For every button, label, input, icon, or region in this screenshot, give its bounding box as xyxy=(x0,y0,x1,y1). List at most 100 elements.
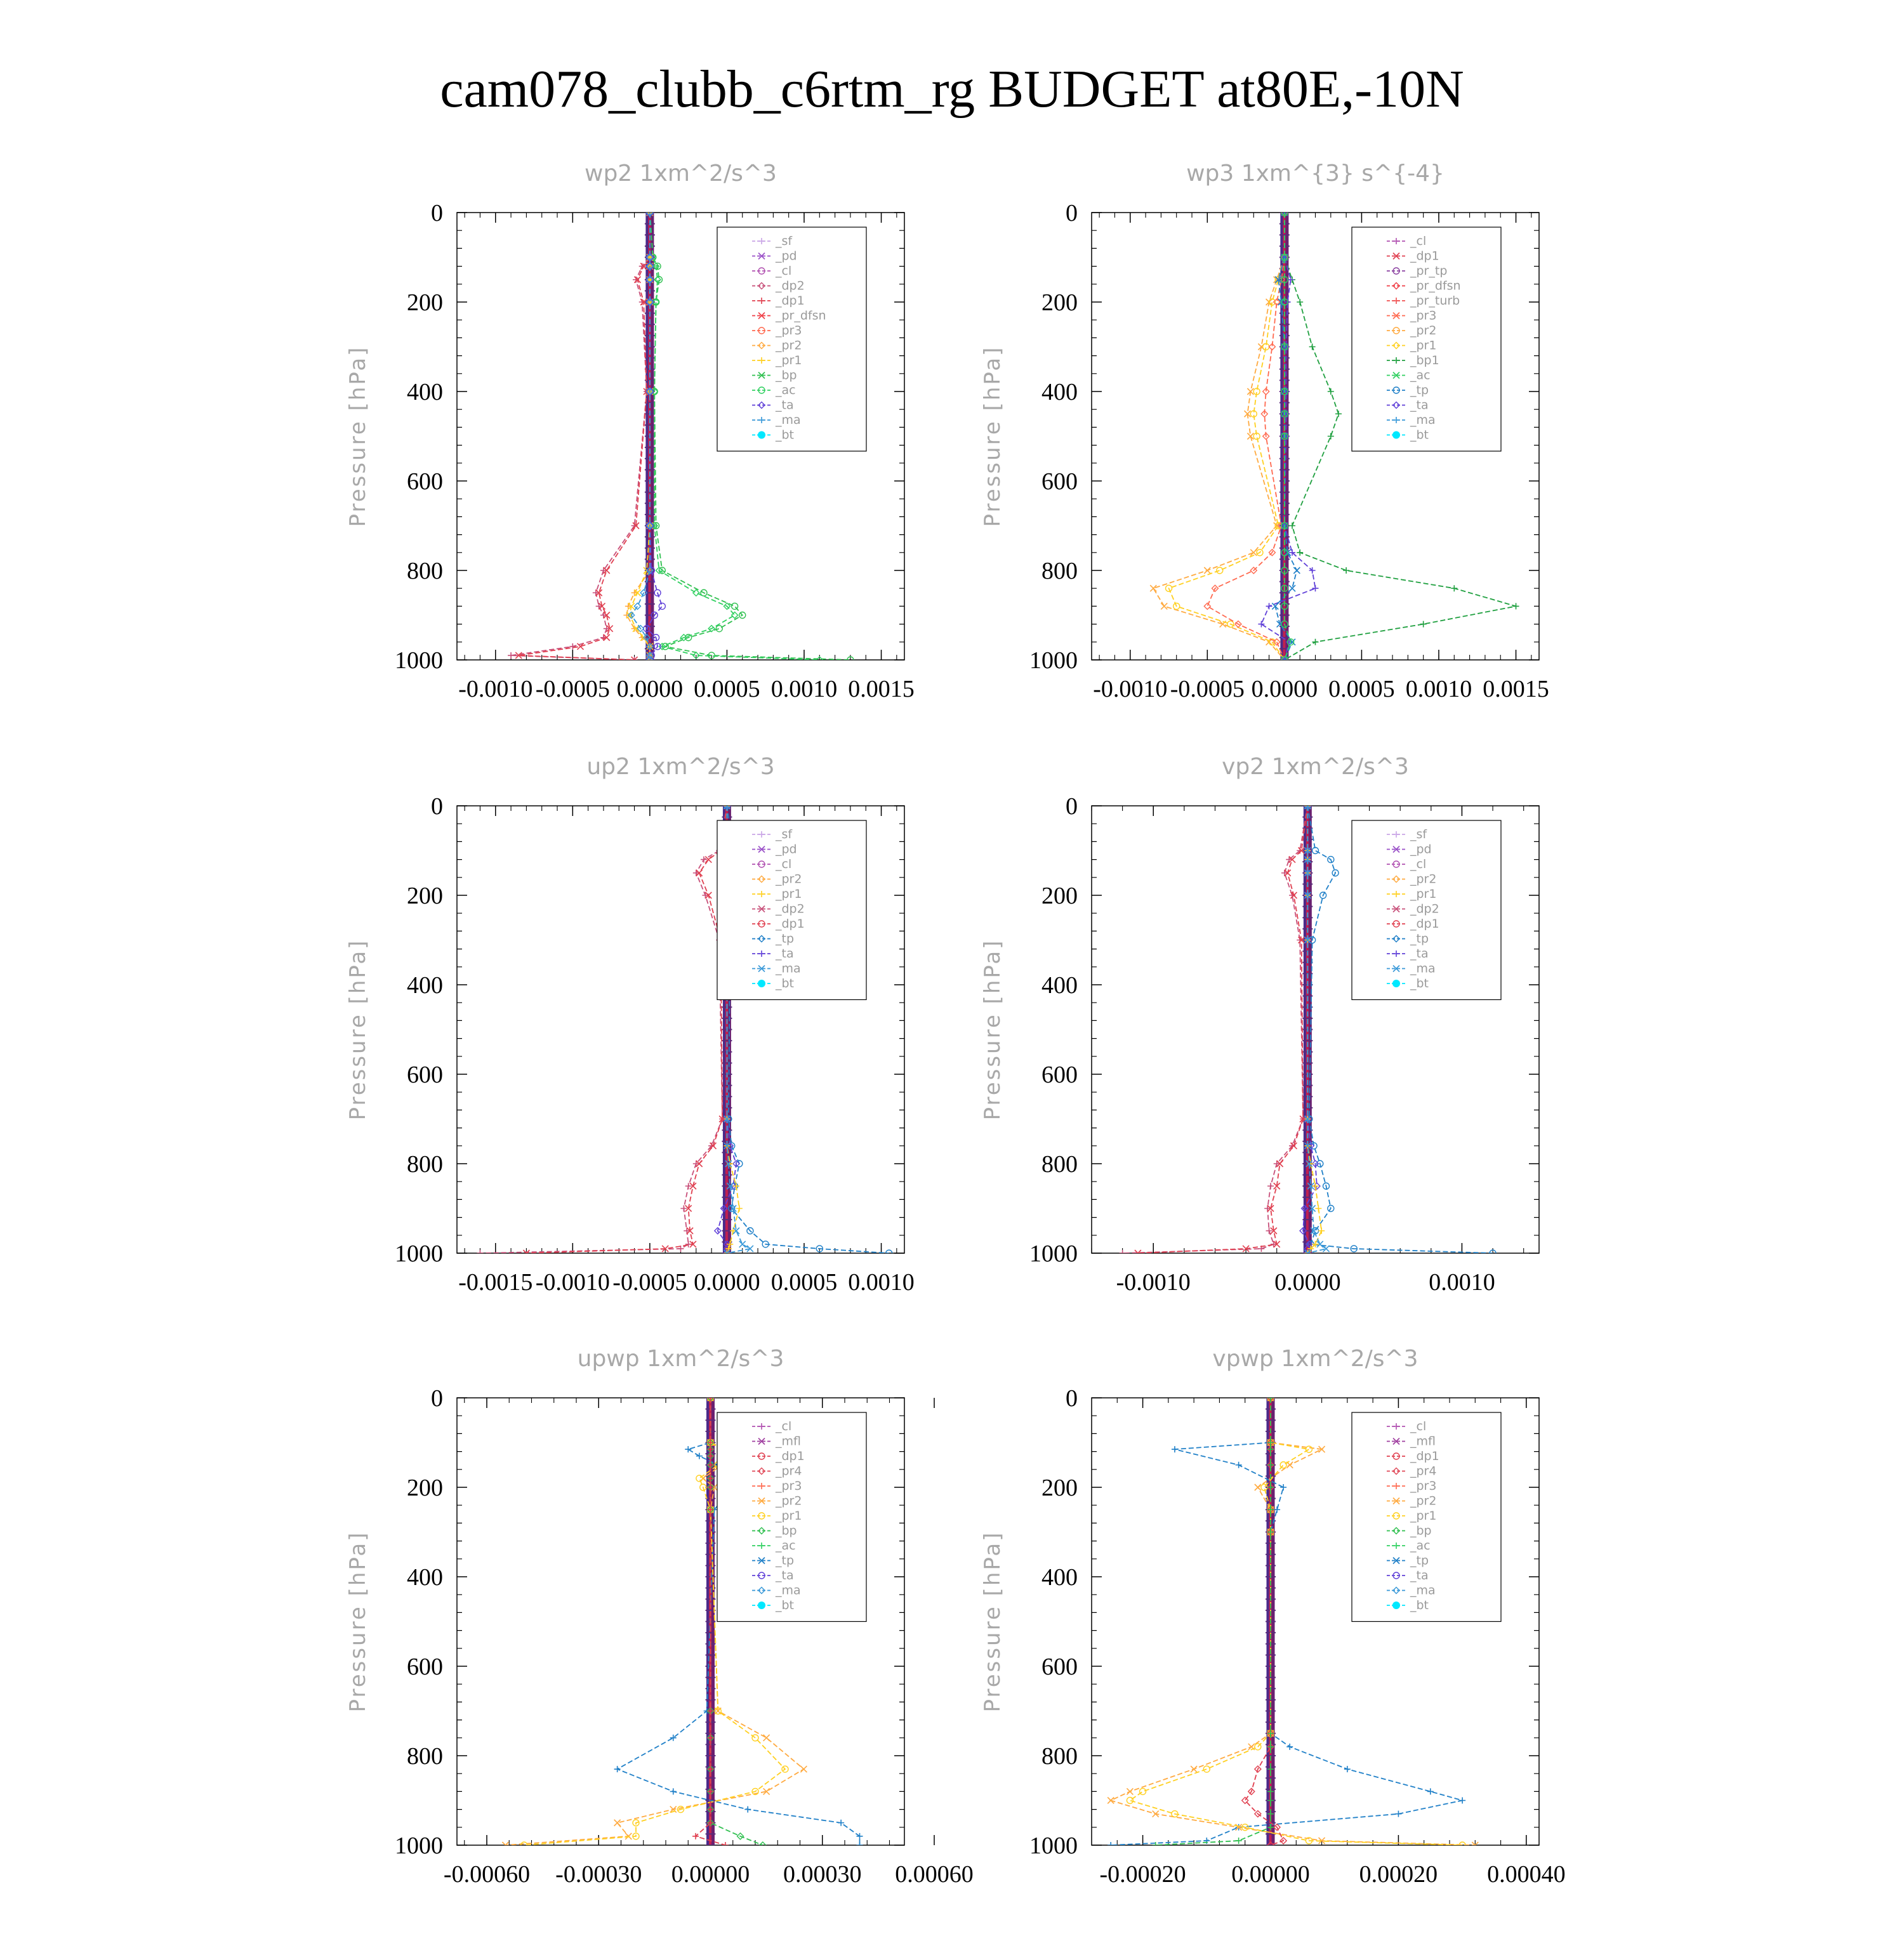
series-point-ma xyxy=(1309,1204,1316,1213)
legend-marker-mfl xyxy=(1392,1437,1400,1445)
y-axis-label: Pressure [hPa] xyxy=(345,346,371,527)
series-point-dp2 xyxy=(1281,869,1288,876)
legend-label-dp1: _dp1 xyxy=(1410,1449,1439,1463)
y-tick-label: 0 xyxy=(431,1385,443,1412)
series-point-dp1 xyxy=(692,1832,699,1839)
series-point-pr1 xyxy=(633,589,641,596)
series-point-dp1 xyxy=(1290,1142,1298,1150)
legend-label-pr1: _pr1 xyxy=(1410,1509,1436,1523)
legend-label-pr-dfsn: _pr_dfsn xyxy=(1410,279,1461,293)
legend-marker-ta xyxy=(758,951,765,957)
series-point-ma xyxy=(627,611,635,619)
series-point-dp1 xyxy=(707,1484,714,1490)
series-point-pr2 xyxy=(800,1765,807,1773)
series-point-ac xyxy=(1281,620,1288,628)
series-point-tp xyxy=(670,1788,677,1795)
series-point-pr1 xyxy=(1312,1240,1319,1247)
series-point-dp2 xyxy=(1267,1183,1274,1190)
series-point-ac xyxy=(1281,298,1288,306)
series-point-tp xyxy=(816,1245,823,1253)
legend-marker-dp1 xyxy=(1392,920,1400,928)
series-point-tp xyxy=(728,1204,736,1213)
legend-marker-cl xyxy=(1393,1423,1399,1430)
series-point-pr1 xyxy=(1203,1765,1210,1773)
y-tick-label: 200 xyxy=(407,883,443,909)
series-point-dp1 xyxy=(515,652,522,659)
legend-marker-dp2 xyxy=(758,282,765,290)
legend-label-pr1: _pr1 xyxy=(775,353,802,367)
y-tick-label: 0 xyxy=(1066,200,1078,227)
series-point-tp xyxy=(1316,1160,1324,1168)
series-point-pr2 xyxy=(625,1832,632,1840)
series-point-dp1 xyxy=(603,634,611,641)
series-point-ma xyxy=(1322,1245,1330,1253)
series-point-dp1 xyxy=(1134,1249,1142,1253)
series-point-bp xyxy=(1267,1766,1274,1773)
legend-marker-pr2 xyxy=(1392,875,1400,883)
series-point-tp xyxy=(1311,846,1319,855)
legend-label-dp1: _dp1 xyxy=(775,294,805,308)
y-tick-label: 600 xyxy=(1041,1062,1078,1088)
plot-frame xyxy=(456,1397,905,1846)
series-point-dp2 xyxy=(1264,1205,1271,1212)
legend-label-cl: _cl xyxy=(1410,234,1426,248)
legend-label-pr3: _pr3 xyxy=(1410,309,1436,323)
panel-wp3: wp3 1xm^{3} s^{-4} Pressure [hPa] 0 200 400 6… xyxy=(952,152,1587,749)
series-point-pr3 xyxy=(1260,410,1269,418)
series-point-pr1 xyxy=(1256,549,1264,556)
series-point-bp1 xyxy=(1420,621,1427,628)
series-point-bp xyxy=(684,634,692,641)
y-tick-label: 200 xyxy=(1041,883,1078,909)
series-point-ta xyxy=(1258,621,1265,628)
x-tick-label: -0.0010 xyxy=(1093,676,1167,702)
series-point-dp1 xyxy=(1270,1227,1278,1235)
series-point-dp1 xyxy=(707,1707,714,1714)
series-point-ma xyxy=(723,1115,731,1123)
legend-label-pr2: _pr2 xyxy=(1410,1494,1436,1508)
legend-marker-dp1 xyxy=(758,920,765,928)
x-tick-label: 0.00030 xyxy=(783,1861,862,1888)
series-point-dp1 xyxy=(640,263,647,270)
legend-marker-ma xyxy=(758,417,765,423)
series-point-pr1 xyxy=(1173,602,1180,610)
series-point-bp xyxy=(1267,1788,1274,1795)
series-point-dp1 xyxy=(1276,1160,1284,1168)
series-point-tp xyxy=(856,1832,863,1839)
series-point-dp1 xyxy=(686,1227,694,1235)
series-point-dp1 xyxy=(522,1249,530,1253)
series-point-ma xyxy=(645,656,654,660)
series-point-dp2 xyxy=(685,1183,692,1190)
legend-label-ta: _ta xyxy=(1410,1569,1429,1582)
legend-marker-ta xyxy=(1393,951,1399,957)
y-tick-label: 600 xyxy=(407,1654,443,1680)
legend-label-dp2: _dp2 xyxy=(775,279,805,293)
series-point-ac xyxy=(1281,567,1288,574)
x-tick-label: 0.0005 xyxy=(1328,676,1395,702)
series-point-ta xyxy=(1299,1227,1307,1235)
series-point-pr2 xyxy=(763,1734,770,1742)
legend-label-pr2: _pr2 xyxy=(1410,872,1436,886)
legend-label-pd: _pd xyxy=(775,249,797,263)
y-tick-label: 600 xyxy=(407,1062,443,1088)
series-point-dp1 xyxy=(689,1182,697,1190)
legend-marker-tp xyxy=(1392,1556,1400,1565)
y-axis-label: Pressure [hPa] xyxy=(980,1531,1005,1713)
legend-marker-cl xyxy=(1393,238,1399,244)
series-line-ma xyxy=(630,213,651,660)
series-point-dp2 xyxy=(603,625,610,632)
series-point-bp xyxy=(1267,1439,1274,1446)
series-point-pr2 xyxy=(1250,549,1257,556)
series-point-ma xyxy=(723,806,731,810)
legend-marker-ac xyxy=(1393,1543,1399,1549)
series-point-ma xyxy=(645,567,654,574)
series-point-tp xyxy=(1489,1249,1497,1253)
series-point-tp xyxy=(685,1446,692,1453)
series-point-ma xyxy=(645,275,654,284)
series-point-pr1 xyxy=(730,1227,737,1234)
legend-marker-pr2 xyxy=(758,341,765,350)
chart-title: wp2 1xm^2/s^3 xyxy=(585,161,777,187)
series-point-pr1 xyxy=(1268,638,1276,646)
y-tick-label: 0 xyxy=(431,200,443,227)
legend-label-bp: _bp xyxy=(775,1524,797,1538)
y-tick-label: 400 xyxy=(407,972,443,999)
